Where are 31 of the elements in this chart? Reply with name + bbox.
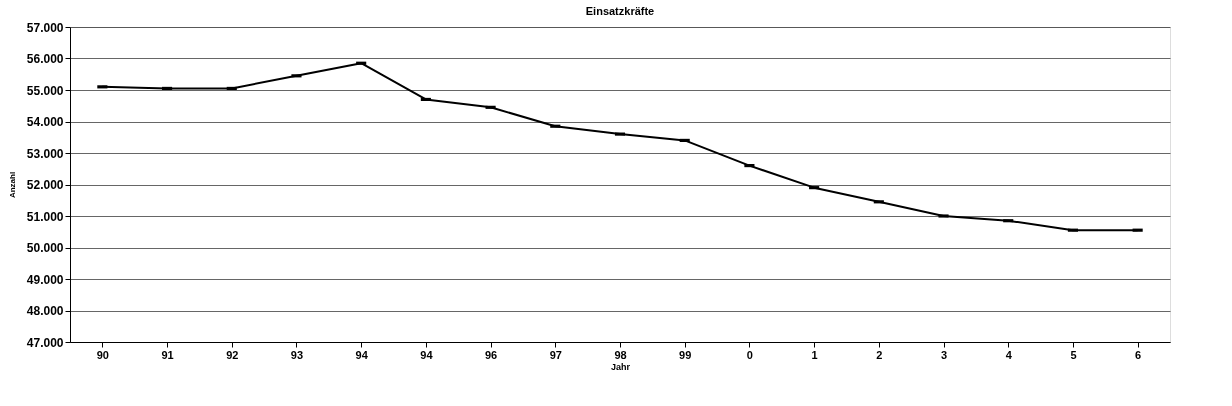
y-tick-label: 55.000 bbox=[26, 83, 64, 98]
x-tick-label: 98 bbox=[614, 348, 627, 361]
x-tick-label: 3 bbox=[940, 348, 948, 361]
y-axis-title: Anzahl bbox=[7, 171, 17, 199]
x-tick-label: 90 bbox=[96, 348, 109, 361]
x-tick-label: 93 bbox=[290, 348, 304, 361]
y-tick-label: 57.000 bbox=[26, 20, 64, 35]
y-tick-label: 48.000 bbox=[26, 304, 64, 318]
x-tick-label: 6 bbox=[1135, 348, 1142, 361]
x-axis-title: Jahr bbox=[610, 361, 631, 372]
y-tick-label: 53.000 bbox=[26, 146, 64, 161]
y-tick-label: 56.000 bbox=[26, 52, 64, 66]
x-tick-label: 99 bbox=[679, 348, 692, 361]
x-tick-label: 2 bbox=[876, 348, 883, 361]
y-tick-label: 51.000 bbox=[26, 209, 64, 224]
y-tick-label: 47.000 bbox=[26, 335, 64, 350]
y-tick-label: 49.000 bbox=[26, 272, 64, 287]
x-tick-label: 94 bbox=[355, 348, 369, 361]
x-tick-label: 91 bbox=[161, 348, 174, 361]
y-tick-label: 54.000 bbox=[26, 115, 64, 129]
x-tick-label: 92 bbox=[226, 348, 239, 361]
x-tick-label: 96 bbox=[484, 348, 498, 361]
x-tick-label: 4 bbox=[1005, 348, 1013, 361]
chart-title: Einsatzkräfte bbox=[585, 5, 655, 17]
x-tick-label: 97 bbox=[549, 348, 562, 361]
x-tick-label: 1 bbox=[811, 348, 818, 361]
y-tick-label: 52.000 bbox=[26, 178, 64, 192]
y-tick-label: 50.000 bbox=[26, 241, 64, 255]
x-tick-label: 0 bbox=[746, 348, 753, 361]
x-tick-label: 5 bbox=[1070, 348, 1077, 361]
x-tick-label: 94 bbox=[420, 348, 434, 361]
